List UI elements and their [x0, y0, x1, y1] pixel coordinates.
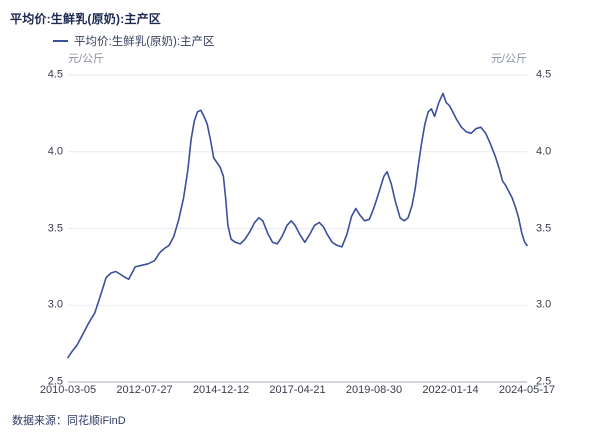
- chart-title: 平均价:生鲜乳(原奶):主产区: [10, 12, 161, 26]
- y-tick-label-right: 4.5: [536, 68, 552, 81]
- y-axis-unit-left: 元/公斤: [68, 53, 105, 65]
- y-tick-label-left: 2.5: [47, 375, 63, 388]
- x-tick-label: 2014-12-12: [192, 384, 250, 396]
- x-tick-label: 2022-01-14: [422, 384, 479, 396]
- legend-line-marker-icon: [53, 40, 68, 42]
- x-tick-label: 2010-03-05: [39, 384, 97, 396]
- y-tick-label-right: 3.5: [536, 222, 552, 234]
- x-tick-label: 2017-04-21: [269, 384, 326, 396]
- y-tick-label-left: 3.0: [47, 298, 63, 311]
- y-tick-label-right: 4.0: [536, 145, 552, 158]
- legend-label: 平均价:生鲜乳(原奶):主产区: [74, 36, 215, 48]
- y-tick-label-right: 2.5: [536, 375, 552, 388]
- x-tick-label: 2019-08-30: [345, 384, 403, 396]
- x-tick-label: 2012-07-27: [116, 384, 173, 396]
- gridlines: [68, 74, 527, 383]
- y-tick-label-left: 3.5: [47, 222, 63, 234]
- y-tick-label-left: 4.0: [47, 145, 63, 158]
- y-axis-unit-right: 元/公斤: [490, 53, 527, 65]
- price-line-series: [67, 92, 528, 359]
- legend-item[interactable]: 平均价:生鲜乳(原奶):主产区: [53, 33, 215, 49]
- y-tick-label-right: 3.0: [536, 298, 552, 311]
- x-tick-label: 2024-05-17: [498, 384, 556, 396]
- y-tick-label-left: 4.5: [47, 68, 63, 81]
- data-source-note: 数据来源：同花顺iFinD: [12, 415, 126, 427]
